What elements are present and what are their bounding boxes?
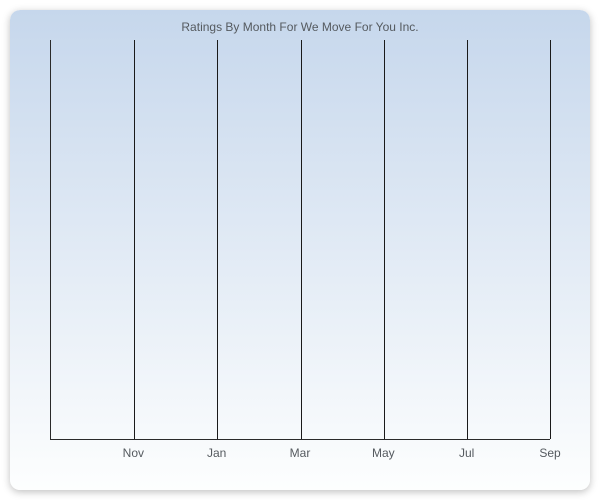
x-axis-label: Jan xyxy=(207,446,226,460)
x-axis-label: Mar xyxy=(290,446,311,460)
x-axis-label: Sep xyxy=(539,446,560,460)
x-axis-labels: NovJanMarMayJulSep xyxy=(50,446,550,462)
x-gridline xyxy=(217,40,218,439)
chart-title: Ratings By Month For We Move For You Inc… xyxy=(10,20,590,34)
x-axis-label: May xyxy=(372,446,395,460)
x-gridline xyxy=(467,40,468,439)
x-gridline xyxy=(301,40,302,439)
x-gridline xyxy=(384,40,385,439)
x-gridline xyxy=(550,40,551,439)
x-axis-label: Nov xyxy=(123,446,144,460)
x-axis-label: Jul xyxy=(459,446,474,460)
x-gridline xyxy=(134,40,135,439)
ratings-chart-card: Ratings By Month For We Move For You Inc… xyxy=(10,10,590,490)
chart-plot-area xyxy=(50,40,550,440)
